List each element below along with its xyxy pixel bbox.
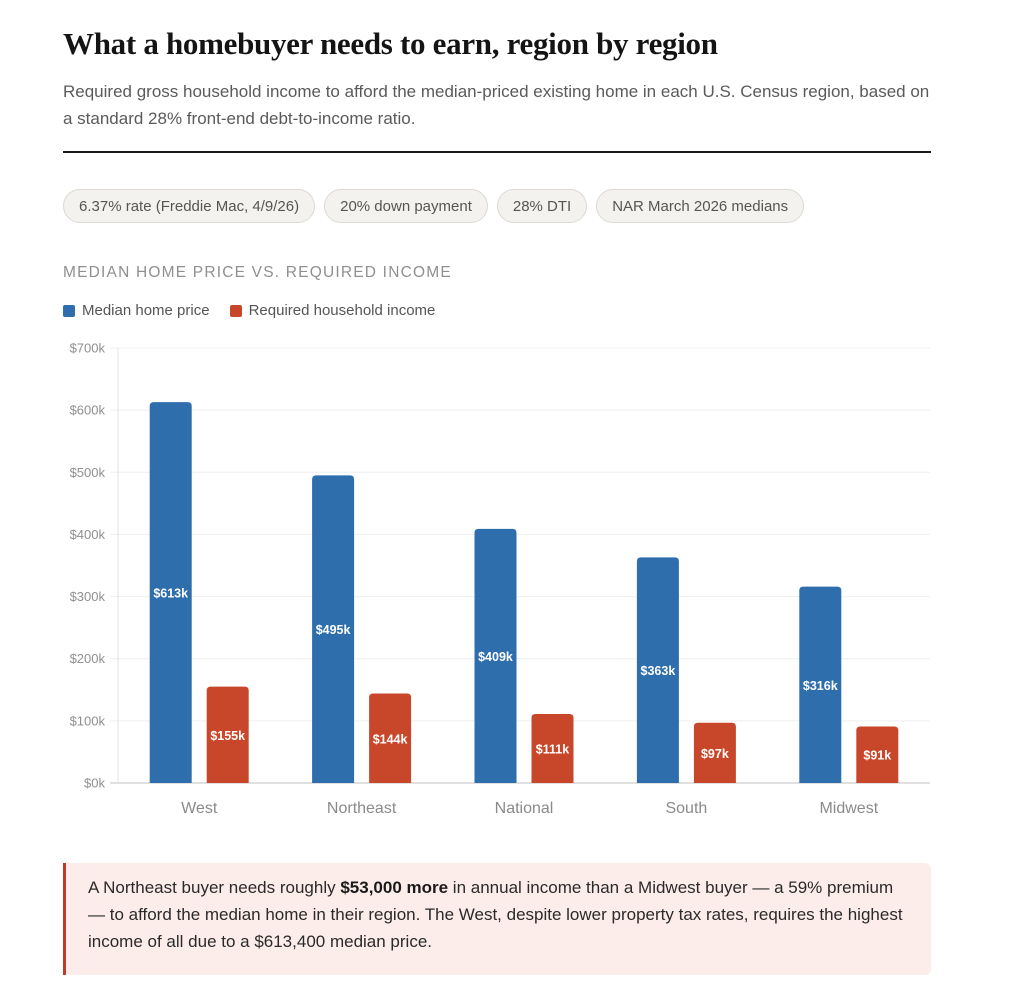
legend-item-price: Median home price	[63, 302, 210, 319]
chart-legend: Median home price Required household inc…	[63, 302, 435, 319]
legend-swatch-income	[229, 304, 242, 317]
bar-required-income	[369, 693, 412, 783]
bar-median-price	[799, 586, 842, 783]
chart-title: MEDIAN HOME PRICE VS. REQUIRED INCOME	[63, 264, 452, 281]
assumption-chips: 6.37% rate (Freddie Mac, 4/9/26) 20% dow…	[63, 189, 805, 223]
legend-swatch-price	[63, 304, 75, 317]
page-title: What a homebuyer needs to earn, region b…	[63, 26, 718, 61]
y-tick-label: $400k	[70, 527, 106, 542]
y-tick-label: $0k	[84, 776, 105, 791]
bar-required-income	[206, 686, 249, 783]
legend-label-price: Median home price	[82, 302, 210, 319]
bar-value-label: $316k	[803, 679, 838, 693]
page-subtitle: Required gross household income to affor…	[63, 82, 930, 128]
y-tick-label: $100k	[70, 713, 106, 728]
bar-median-price	[149, 402, 192, 783]
chip-rate: 6.37% rate (Freddie Mac, 4/9/26)	[63, 189, 316, 223]
bar-value-label: $495k	[316, 623, 351, 637]
y-tick-label: $200k	[70, 651, 106, 666]
insight-callout: A Northeast buyer needs roughly $53,000 …	[63, 863, 931, 975]
x-tick-label: National	[495, 800, 554, 817]
bar-median-price	[312, 475, 355, 783]
legend-item-income: Required household income	[229, 302, 436, 319]
callout-text-before: A Northeast buyer needs roughly	[88, 878, 341, 897]
bar-median-price	[636, 557, 679, 783]
x-tick-label: Midwest	[819, 800, 878, 817]
bar-value-label: $613k	[153, 587, 188, 601]
bar-required-income	[856, 726, 899, 783]
bar-required-income	[693, 722, 736, 783]
bar-value-label: $144k	[373, 732, 408, 746]
y-tick-label: $700k	[70, 341, 106, 356]
bar-value-label: $155k	[210, 729, 245, 743]
y-tick-label: $300k	[70, 589, 106, 604]
bar-value-label: $91k	[863, 749, 891, 763]
x-tick-label: West	[181, 800, 218, 817]
chip-source: NAR March 2026 medians	[596, 189, 805, 223]
chip-down-payment: 20% down payment	[324, 189, 488, 223]
bar-value-label: $363k	[641, 664, 676, 678]
bar-median-price	[474, 528, 517, 783]
x-tick-label: South	[665, 800, 707, 817]
bar-value-label: $409k	[478, 650, 513, 664]
callout-text-after: in annual income than a Midwest buyer — …	[88, 878, 903, 951]
y-tick-label: $500k	[70, 465, 106, 480]
legend-label-income: Required household income	[248, 302, 436, 319]
bar-value-label: $111k	[536, 743, 569, 757]
title-divider	[63, 151, 931, 153]
chip-dti: 28% DTI	[496, 189, 588, 223]
bar-required-income	[531, 714, 574, 783]
callout-highlight: $53,000 more	[340, 878, 449, 897]
bar-value-label: $97k	[701, 747, 729, 761]
bar-chart: $0k $100k $200k $300k $400k $500k $600k $700k $6…	[70, 341, 930, 817]
x-tick-label: Northeast	[327, 800, 397, 817]
y-tick-label: $600k	[70, 403, 106, 418]
